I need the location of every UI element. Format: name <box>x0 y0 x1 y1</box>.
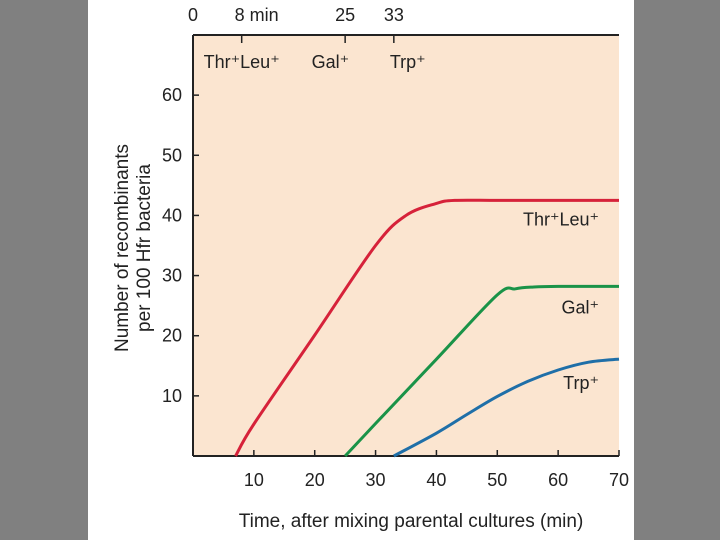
top-axis-tick-label: 8 min <box>235 5 279 25</box>
plot-background <box>193 35 619 456</box>
series-line-1 <box>344 284 620 458</box>
y-tick-label: 50 <box>162 145 182 165</box>
x-tick-label: 30 <box>366 470 386 490</box>
x-tick-label: 50 <box>487 470 507 490</box>
y-tick-label: 10 <box>162 386 182 406</box>
x-tick-label: 10 <box>244 470 264 490</box>
series-line-2 <box>393 357 620 458</box>
x-tick-label: 60 <box>548 470 568 490</box>
top-axis-tick-label: 0 <box>188 5 198 25</box>
x-tick-label: 20 <box>305 470 325 490</box>
top-axis-marker-label: Thr⁺Leu⁺ <box>204 52 280 72</box>
series-label-0: Thr⁺Leu⁺ <box>523 209 599 229</box>
x-tick-label: 40 <box>426 470 446 490</box>
series-line-0 <box>234 198 619 457</box>
recombinant-chart: 10 20 30 40 50 60 70 10 20 30 40 50 60 0 8 min 25 33 Thr⁺… <box>112 5 629 532</box>
x-tick-label: 70 <box>609 470 629 490</box>
y-tick-label: 40 <box>162 205 182 225</box>
top-axis-marker-label: Gal⁺ <box>312 52 350 72</box>
series-label-2: Trp⁺ <box>563 373 599 393</box>
y-axis-label-line-2: per 100 Hfr bacteria <box>134 164 155 332</box>
top-axis-tick-label: 25 <box>335 5 355 25</box>
top-axis-tick-label: 33 <box>384 5 404 25</box>
x-axis-label: Time, after mixing parental cultures (mi… <box>239 511 584 532</box>
y-tick-label: 20 <box>162 326 182 346</box>
y-tick-label: 30 <box>162 266 182 286</box>
series-label-1: Gal⁺ <box>561 297 599 317</box>
y-axis-label-line-1: Number of recombinants <box>112 144 133 352</box>
figure-panel: 10 20 30 40 50 60 70 10 20 30 40 50 60 0 8 min 25 33 Thr⁺… <box>88 0 634 540</box>
top-axis-marker-label: Trp⁺ <box>390 52 426 72</box>
y-tick-label: 60 <box>162 85 182 105</box>
